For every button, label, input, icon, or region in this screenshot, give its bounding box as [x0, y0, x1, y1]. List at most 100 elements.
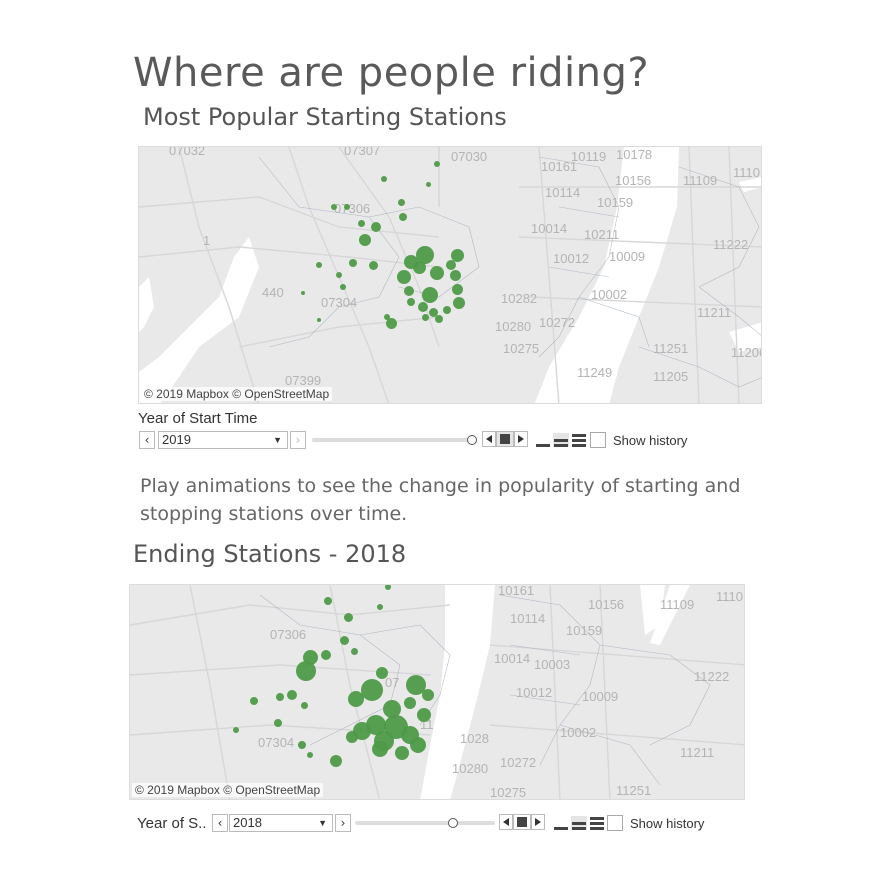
step-back-button[interactable]: [482, 431, 496, 447]
station-bubble[interactable]: [300, 701, 308, 709]
station-bubble[interactable]: [339, 635, 349, 645]
show-history-checkbox[interactable]: [590, 432, 606, 448]
station-bubble[interactable]: [428, 307, 438, 317]
station-bubble[interactable]: [361, 679, 383, 701]
year-slider-knob-2[interactable]: [448, 818, 458, 828]
station-bubble[interactable]: [298, 741, 306, 749]
station-bubble[interactable]: [397, 270, 411, 284]
station-bubble[interactable]: [376, 667, 388, 679]
station-bubble[interactable]: [287, 690, 297, 700]
station-bubble[interactable]: [250, 697, 258, 705]
station-bubble[interactable]: [417, 708, 431, 722]
next-year-button-2[interactable]: ›: [335, 814, 351, 832]
station-bubble[interactable]: [435, 315, 443, 323]
station-bubble[interactable]: [449, 269, 461, 281]
station-bubble[interactable]: [359, 234, 371, 246]
station-bubble[interactable]: [404, 286, 414, 296]
prev-year-button-2[interactable]: ‹: [212, 814, 228, 832]
stop-button[interactable]: [496, 431, 514, 447]
station-bubble[interactable]: [383, 700, 401, 718]
station-bubble[interactable]: [416, 246, 434, 264]
map-basemap: [130, 585, 744, 799]
play-button[interactable]: [514, 431, 528, 447]
station-bubble[interactable]: [372, 741, 388, 757]
station-bubble[interactable]: [336, 272, 342, 278]
station-bubble[interactable]: [316, 262, 322, 268]
step-back-button-2[interactable]: [499, 814, 513, 830]
prev-year-button[interactable]: ‹: [139, 431, 155, 449]
end-stations-map[interactable]: 10161 10156 11109 1110 07306 10114 10159 10014 1…: [129, 584, 745, 800]
map-basemap: [139, 147, 761, 403]
station-bubble[interactable]: [344, 204, 350, 210]
station-bubble[interactable]: [302, 649, 318, 665]
station-bubble[interactable]: [377, 604, 383, 610]
station-bubble[interactable]: [395, 746, 409, 760]
station-bubble[interactable]: [366, 715, 386, 735]
station-bubble[interactable]: [343, 612, 353, 622]
station-bubble[interactable]: [350, 647, 358, 655]
station-bubble[interactable]: [317, 318, 321, 322]
station-bubble[interactable]: [407, 298, 415, 306]
station-bubble[interactable]: [346, 731, 358, 743]
start-stations-map[interactable]: 07032 07307 07030 10119 10178 10161 10156 11109…: [138, 146, 762, 404]
station-bubble[interactable]: [233, 727, 239, 733]
station-bubble[interactable]: [296, 661, 316, 681]
station-bubble[interactable]: [331, 204, 337, 210]
year-select-2[interactable]: 2018 ▼: [229, 814, 333, 832]
show-history-checkbox-2[interactable]: [607, 815, 623, 831]
speed-medium-button[interactable]: [553, 433, 569, 447]
station-bubble[interactable]: [340, 284, 346, 290]
station-bubble[interactable]: [446, 260, 456, 270]
station-bubble[interactable]: [422, 287, 438, 303]
station-bubble[interactable]: [422, 689, 434, 701]
station-bubble[interactable]: [418, 302, 428, 312]
station-bubble[interactable]: [404, 697, 416, 709]
station-bubble[interactable]: [381, 176, 387, 182]
speed-medium-button-2[interactable]: [571, 816, 587, 830]
station-bubble[interactable]: [385, 585, 391, 590]
station-bubble[interactable]: [410, 737, 426, 753]
station-bubble[interactable]: [443, 306, 451, 314]
station-bubble[interactable]: [434, 161, 440, 167]
station-bubble[interactable]: [276, 693, 284, 701]
next-year-button[interactable]: ›: [290, 431, 306, 449]
station-bubble[interactable]: [324, 597, 332, 605]
station-bubble[interactable]: [384, 314, 390, 320]
station-bubble[interactable]: [451, 283, 463, 295]
station-bubble[interactable]: [385, 317, 397, 329]
station-bubble[interactable]: [321, 650, 331, 660]
station-bubble[interactable]: [307, 752, 313, 758]
station-bubble[interactable]: [348, 691, 364, 707]
station-bubble[interactable]: [274, 719, 282, 727]
year-slider-knob[interactable]: [467, 435, 477, 445]
station-bubble[interactable]: [330, 755, 342, 767]
station-bubble[interactable]: [425, 181, 431, 187]
station-bubble[interactable]: [368, 260, 378, 270]
zip-label: 07399: [285, 373, 322, 388]
play-button-2[interactable]: [531, 814, 545, 830]
station-bubble[interactable]: [397, 198, 405, 206]
year-slider-track-2[interactable]: [355, 821, 495, 825]
station-bubble[interactable]: [412, 260, 426, 274]
station-bubble[interactable]: [421, 313, 429, 321]
year-select[interactable]: 2019 ▼: [158, 431, 288, 449]
station-bubble[interactable]: [453, 297, 465, 309]
zip-label: 10211: [584, 227, 620, 242]
speed-fast-button-2[interactable]: [589, 816, 605, 830]
station-bubble[interactable]: [406, 675, 426, 695]
speed-fast-button[interactable]: [571, 433, 587, 447]
station-bubble[interactable]: [357, 219, 365, 227]
year-slider-track[interactable]: [312, 438, 477, 442]
station-bubble[interactable]: [349, 259, 357, 267]
speed-slow-button[interactable]: [535, 433, 551, 447]
zip-label: 10009: [609, 249, 646, 264]
zip-label: 10159: [597, 195, 634, 210]
speed-slow-button-2[interactable]: [553, 816, 569, 830]
playback-controls: [482, 431, 528, 449]
station-bubble[interactable]: [430, 266, 444, 280]
station-bubble[interactable]: [450, 248, 464, 262]
station-bubble[interactable]: [399, 213, 407, 221]
stop-button-2[interactable]: [513, 814, 531, 830]
station-bubble[interactable]: [371, 222, 381, 232]
station-bubble[interactable]: [301, 291, 305, 295]
